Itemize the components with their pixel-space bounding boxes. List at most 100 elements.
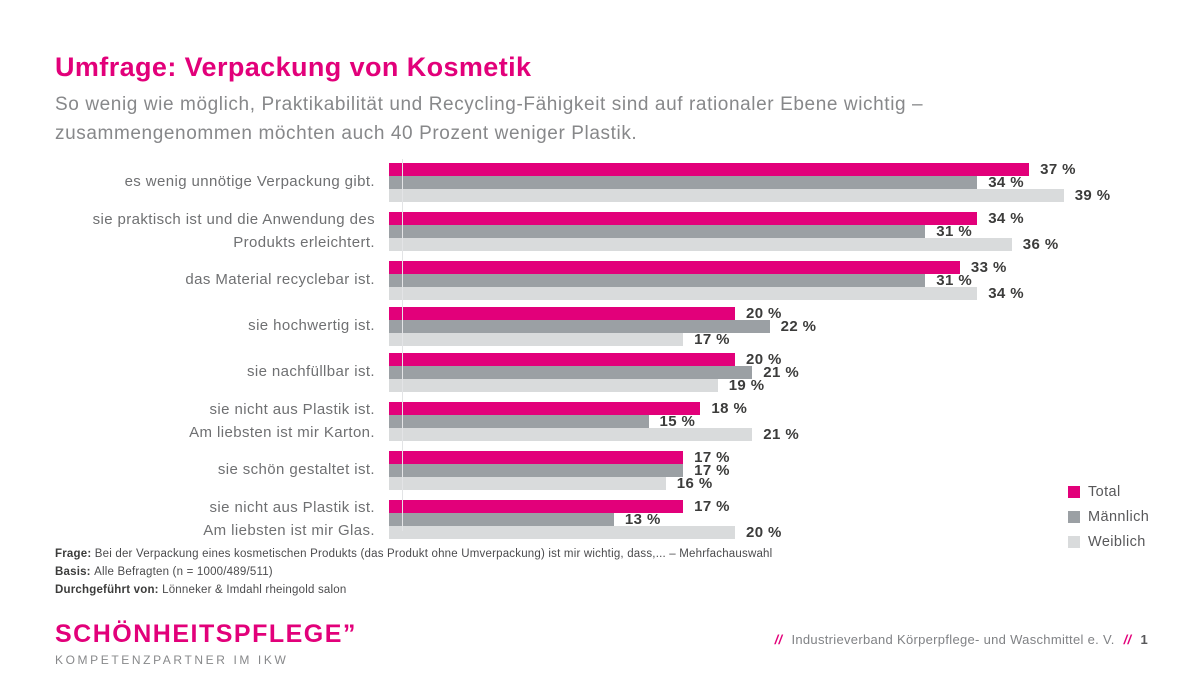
value-label: 31 % [936, 272, 973, 289]
legend-swatch-icon [1068, 536, 1080, 548]
chart-row: sie hochwertig ist. 20 % 22 % 17 % [55, 305, 1155, 348]
legend-item: Weiblich [1068, 534, 1149, 550]
footnote-label: Frage: [55, 548, 95, 560]
value-label: 18 % [711, 400, 748, 417]
value-label: 17 % [694, 449, 730, 466]
bar-weiblich [389, 526, 735, 539]
chart-row: das Material recyclebar ist. 33 % 31 % 34 … [55, 259, 1155, 302]
bar-total [389, 212, 978, 225]
bar-total [389, 500, 684, 513]
category-label: sie nachfüllbar ist. [246, 363, 375, 381]
value-label: 16 % [676, 475, 713, 492]
value-label: 17 % [694, 331, 730, 348]
value-label: 21 % [763, 426, 800, 443]
legend-swatch-icon [1068, 511, 1080, 523]
bar-line-weiblich: 19 % [389, 377, 1155, 394]
footnote-label: Durchgeführt von: [55, 583, 163, 596]
bar-line-total: 34 % [389, 210, 1155, 227]
value-label: 21 % [763, 364, 800, 381]
value-label: 20 % [746, 305, 782, 322]
category-label: sie praktisch ist und die Anwendung des … [92, 211, 375, 251]
footer-right: // Industrieverband Körperpflege- und Wa… [775, 632, 1148, 647]
bar-line-männlich: 34 % [389, 174, 1155, 191]
footnote-line: Frage: Bei der Verpackung eines kosmetis… [55, 546, 772, 564]
bar-männlich [389, 225, 926, 238]
bar-line-weiblich: 17 % [389, 331, 1155, 348]
bar-group: 20 % 21 % 19 % [389, 351, 1155, 394]
bar-line-weiblich: 16 % [389, 475, 1155, 492]
value-label: 34 % [988, 174, 1024, 191]
value-label: 33 % [970, 259, 1007, 276]
bar-line-total: 33 % [389, 259, 1155, 276]
chart-row: sie nicht aus Plastik ist. Am liebsten i… [55, 399, 1155, 444]
bar-männlich [389, 415, 649, 428]
value-label: 17 % [694, 462, 730, 479]
page-subtitle: So wenig wie möglich, Praktikabilität un… [55, 94, 924, 145]
bar-line-männlich: 31 % [389, 223, 1155, 240]
category-label: sie hochwertig ist. [248, 317, 375, 335]
category-label: es wenig unnötige Verpackung gibt. [124, 173, 375, 191]
bar-group: 17 % 13 % 20 % [389, 498, 1155, 541]
chart-row: es wenig unnötige Verpackung gibt. 37 % 3… [55, 161, 1155, 204]
page-title: Umfrage: Verpackung von Kosmetik [55, 52, 532, 82]
value-label: 36 % [1022, 236, 1059, 253]
bar-weiblich [389, 189, 1064, 202]
bar-line-weiblich: 21 % [389, 426, 1155, 443]
bar-weiblich [389, 379, 718, 392]
value-label: 39 % [1074, 187, 1111, 204]
footnote-text: Lönneker & Imdahl rheingold salon [162, 583, 347, 596]
bar-männlich [389, 464, 684, 477]
bar-line-total: 20 % [389, 351, 1155, 368]
bar-männlich [389, 320, 770, 333]
category-label: sie nicht aus Plastik ist. Am liebsten i… [203, 499, 375, 539]
bar-group: 37 % 34 % 39 % [389, 161, 1155, 204]
bar-total [389, 163, 1030, 176]
bar-group: 17 % 17 % 16 % [389, 449, 1155, 492]
footnote-label: Basis: [55, 565, 95, 578]
bar-group: 33 % 31 % 34 % [389, 259, 1155, 302]
footnote-line: Durchgeführt von: Lönneker & Imdahl rhei… [55, 582, 772, 600]
chart-rows: es wenig unnötige Verpackung gibt. 37 % 3… [55, 161, 1155, 542]
slash-separator-icon: // [1123, 632, 1132, 647]
value-label: 17 % [694, 498, 730, 515]
bar-line-männlich: 31 % [389, 272, 1155, 289]
bar-weiblich [389, 333, 684, 346]
bar-männlich [389, 176, 978, 189]
bar-weiblich [389, 238, 1012, 251]
page-number: 1 [1140, 632, 1148, 647]
bar-group: 18 % 15 % 21 % [389, 400, 1155, 443]
bar-line-männlich: 22 % [389, 318, 1155, 335]
bar-männlich [389, 366, 753, 379]
value-label: 22 % [780, 318, 817, 335]
value-label: 19 % [728, 377, 765, 394]
value-label: 34 % [988, 210, 1024, 227]
logo-text: SCHÖNHEITSPFLEGE” [55, 620, 357, 648]
footnote-text: Bei der Verpackung eines kosmetischen Pr… [94, 548, 773, 560]
bar-total [389, 261, 960, 274]
legend-label: Männlich [1088, 509, 1150, 525]
bar-total [389, 402, 701, 415]
bar-line-total: 20 % [389, 305, 1155, 322]
value-label: 13 % [624, 511, 661, 528]
legend-label: Total [1088, 484, 1121, 500]
legend: Total Männlich Weiblich [1068, 484, 1149, 550]
bar-line-weiblich: 34 % [389, 285, 1155, 302]
footer-logo: SCHÖNHEITSPFLEGE” KOMPETENZPARTNER IM IK… [55, 620, 357, 667]
chart-row: sie nachfüllbar ist. 20 % 21 % 19 % [55, 351, 1155, 394]
logo-subtext: KOMPETENZPARTNER IM IKW [55, 653, 289, 667]
bar-group: 20 % 22 % 17 % [389, 305, 1155, 348]
bar-line-männlich: 21 % [389, 364, 1155, 381]
value-label: 37 % [1040, 161, 1076, 178]
value-label: 20 % [746, 524, 782, 541]
footer-organization: Industrieverband Körperpflege- und Wasch… [791, 632, 1115, 647]
category-label: sie nicht aus Plastik ist. Am liebsten i… [189, 401, 375, 441]
bar-line-weiblich: 39 % [389, 187, 1155, 204]
bar-chart: es wenig unnötige Verpackung gibt. 37 % 3… [55, 159, 1155, 542]
value-label: 34 % [988, 285, 1024, 302]
category-label: sie schön gestaltet ist. [217, 461, 375, 479]
value-label: 15 % [659, 413, 696, 430]
slash-separator-icon: // [774, 632, 783, 647]
bar-total [389, 353, 735, 366]
bar-männlich [389, 274, 926, 287]
